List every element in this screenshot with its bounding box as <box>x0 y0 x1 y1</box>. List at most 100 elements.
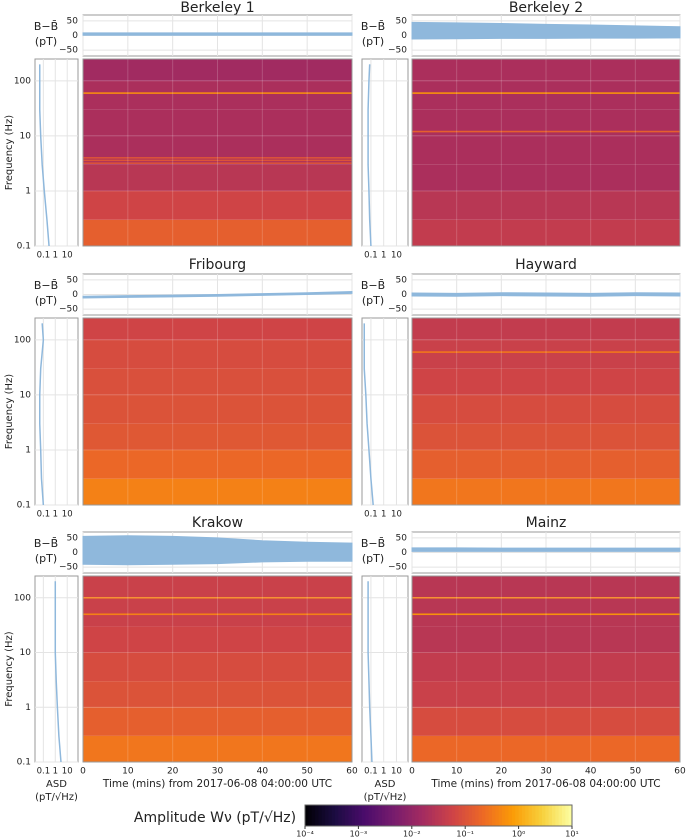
colorbar-swatch <box>538 805 543 826</box>
spec-frame <box>411 317 681 506</box>
asd-axis-label: ASD <box>375 779 396 790</box>
ts-band <box>411 547 681 552</box>
panel-title: Hayward <box>515 257 577 273</box>
freq-tick-label: 1 <box>25 703 31 713</box>
freq-tick-label: 10 <box>20 390 32 400</box>
spectrogram-band <box>83 164 352 191</box>
ts-ylabel: B−B̄ <box>361 20 385 33</box>
colorbar-swatch <box>518 805 523 826</box>
colorbar-swatch <box>388 805 393 826</box>
colorbar-swatch <box>381 805 386 826</box>
spectral-line <box>83 596 352 599</box>
freq-tick-label: 100 <box>14 593 31 603</box>
colorbar-swatch <box>378 805 383 826</box>
spectral-line <box>412 351 680 353</box>
spectrogram-band <box>412 707 680 736</box>
ts-band <box>82 535 353 566</box>
asd-tick-label: 10 <box>391 251 402 261</box>
panel-title: Berkeley 1 <box>180 0 254 16</box>
spectral-line <box>412 92 680 94</box>
colorbar-swatch <box>471 805 476 826</box>
time-tick-label: 50 <box>301 767 313 777</box>
spec-frame <box>82 58 353 247</box>
colorbar-swatch <box>435 805 439 826</box>
colorbar-swatch <box>511 805 516 826</box>
asd-line <box>367 581 373 763</box>
asd-line <box>39 64 50 247</box>
colorbar-swatch <box>375 805 379 826</box>
ts-ylabel: B−B̄ <box>34 20 58 33</box>
freq-tick-label: 100 <box>14 335 31 345</box>
spectrogram-band <box>83 59 352 81</box>
colorbar-swatch <box>495 805 500 826</box>
panel-title: Fribourg <box>189 257 246 273</box>
freq-axis-label: Frequency (Hz) <box>4 374 15 450</box>
colorbar-swatch <box>551 805 556 826</box>
colorbar-swatch <box>365 805 369 826</box>
colorbar-swatch <box>391 805 396 826</box>
colorbar-swatch <box>328 805 333 826</box>
colorbar-swatch <box>341 805 346 826</box>
colorbar-label: Amplitude Wν (pT/√Hz) <box>134 810 296 826</box>
time-tick-label: 40 <box>585 767 597 777</box>
spectrogram-band <box>83 423 352 450</box>
ts-tick-label: 50 <box>396 16 408 26</box>
time-axis-label: Time (mins) from 2017-06-08 04:00:00 UTC <box>430 778 660 790</box>
time-tick-label: 40 <box>257 767 269 777</box>
ts-tick-label: −50 <box>388 563 407 573</box>
spectrogram-band <box>412 368 680 395</box>
spectrogram-band <box>83 190 352 220</box>
colorbar-frame <box>304 804 573 827</box>
colorbar-swatch <box>431 805 436 826</box>
spectrogram-band <box>412 478 680 505</box>
asd-tick-label: 10 <box>62 251 73 261</box>
colorbar-swatch <box>545 805 550 826</box>
time-axis-label: Time (mins) from 2017-06-08 04:00:00 UTC <box>102 778 332 790</box>
time-tick-label: 10 <box>451 767 463 777</box>
spec-frame <box>82 317 353 506</box>
colorbar-swatch <box>368 805 373 826</box>
colorbar-swatch <box>521 805 526 826</box>
ts-tick-label: −50 <box>59 46 78 56</box>
ts-tick-label: −50 <box>59 563 78 573</box>
colorbar-swatch <box>508 805 513 826</box>
colorbar-tick-label: 10⁻¹ <box>456 830 474 839</box>
colorbar-swatch <box>335 805 339 826</box>
asd-line <box>39 323 45 506</box>
asd-tick-label: 10 <box>62 767 73 777</box>
colorbar-swatch <box>478 805 483 826</box>
colorbar-swatch <box>448 805 453 826</box>
colorbar-swatch <box>405 805 409 826</box>
colorbar-swatch <box>308 805 313 826</box>
colorbar-swatch <box>541 805 546 826</box>
spec-frame <box>82 575 353 763</box>
spectral-line <box>412 613 680 616</box>
time-tick-label: 10 <box>122 767 134 777</box>
ts-tick-label: 0 <box>401 31 407 41</box>
spectrogram-band <box>412 59 680 81</box>
colorbar-swatch <box>425 805 429 826</box>
asd-axis-unit: (pT/√Hz) <box>35 792 78 803</box>
ts-ylabel: B−B̄ <box>34 279 58 292</box>
spectrogram-band <box>412 652 680 682</box>
asd-frame <box>361 575 409 763</box>
ts-ylabel: B−B̄ <box>361 279 385 292</box>
spectral-line <box>83 159 352 162</box>
colorbar-swatch <box>338 805 343 826</box>
colorbar-swatch <box>311 805 316 826</box>
colorbar-swatch <box>531 805 536 826</box>
colorbar-swatch <box>348 805 353 826</box>
colorbar-tick-label: 10⁻² <box>403 830 421 839</box>
spectrogram-band <box>83 449 352 479</box>
colorbar-swatch <box>455 805 460 826</box>
ts-tick-label: −50 <box>388 305 407 315</box>
ts-tick-label: 50 <box>67 275 79 285</box>
asd-axis-unit: (pT/√Hz) <box>364 792 407 803</box>
freq-tick-label: 10 <box>20 648 32 658</box>
spectrogram-band <box>83 735 352 762</box>
spectral-line <box>83 613 352 616</box>
colorbar-swatch <box>491 805 496 826</box>
spectrogram-band <box>83 626 352 653</box>
colorbar-swatch <box>488 805 493 826</box>
colorbar-swatch <box>398 805 403 826</box>
